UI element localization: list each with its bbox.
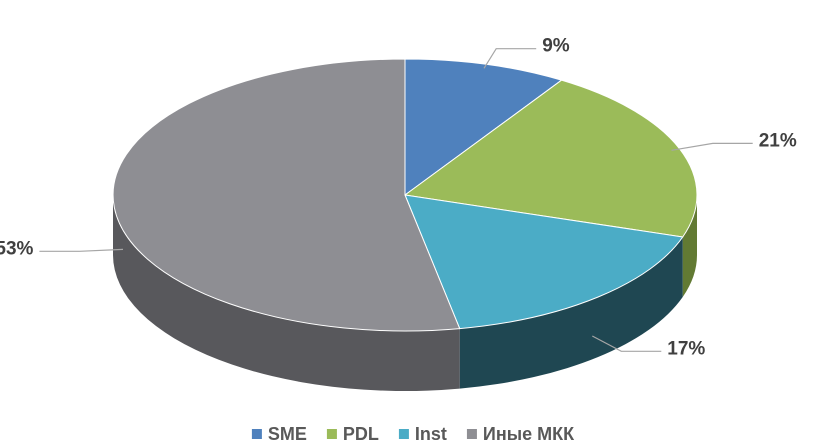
legend-marker	[398, 429, 409, 439]
leader-line	[483, 48, 537, 69]
legend-marker	[326, 429, 337, 439]
data-label: 53%	[0, 238, 34, 259]
legend-label: SME	[268, 424, 307, 444]
slice	[112, 58, 461, 332]
legend-marker	[466, 429, 477, 439]
leader-line	[592, 335, 662, 352]
legend-label: Inst	[415, 424, 447, 444]
leader-line	[39, 248, 124, 252]
legend-label: PDL	[343, 424, 379, 444]
legend-marker	[251, 429, 262, 439]
data-label: 17%	[667, 338, 705, 359]
slice-side	[113, 195, 460, 392]
data-label: 21%	[759, 130, 797, 151]
leader-line	[671, 142, 753, 151]
legend-label: Иные МКК	[483, 424, 575, 444]
slice-side	[682, 195, 697, 297]
slice	[404, 194, 684, 330]
data-label: 9%	[542, 36, 570, 57]
slice-side	[459, 237, 683, 389]
